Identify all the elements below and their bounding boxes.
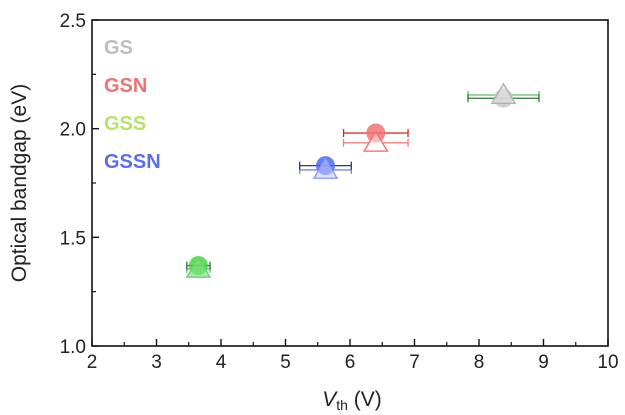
circle-marker	[188, 256, 208, 276]
x-tick-label: 8	[474, 352, 485, 373]
x-tick-label: 7	[409, 352, 420, 373]
plot-frame	[91, 19, 609, 347]
legend-entry-gsn: GSN	[104, 75, 147, 97]
circle-marker	[366, 123, 386, 143]
x-tick-label: 6	[345, 352, 356, 373]
legend-entry-gs: GS	[104, 37, 133, 59]
series-gss	[185, 256, 212, 278]
triangle-marker-overlay	[363, 130, 389, 152]
y-tick-label: 2.5	[60, 11, 86, 32]
data-marks	[185, 82, 540, 278]
y-tick-label: 1.0	[60, 337, 86, 358]
x-axis-title-sub: th	[336, 397, 348, 413]
y-tick-label: 2.0	[60, 120, 86, 141]
legend-entry-gssn: GSSN	[104, 151, 161, 173]
series-gs	[467, 82, 540, 108]
y-tick-label: 1.5	[60, 228, 86, 249]
x-axis-title: Vth (V)	[322, 388, 382, 413]
x-tick-label: 10	[597, 352, 618, 373]
series-gsn	[342, 123, 409, 152]
triangle-marker-overlay	[185, 256, 212, 278]
axes: 2 3 4 5 6 7 8 9 10 1.0 1.5 2.0 2.5	[60, 11, 619, 373]
x-axis-title-unit: (V)	[348, 388, 382, 411]
x-tick-label: 5	[280, 352, 291, 373]
series-gssn	[299, 156, 352, 179]
x-tick-label: 2	[87, 352, 98, 373]
legend-entry-gss: GSS	[104, 113, 146, 135]
circle-marker	[315, 156, 335, 176]
x-axis-title-main: V	[322, 388, 338, 411]
x-tick-label: 3	[151, 352, 162, 373]
legend: GS GSN GSS GSSN	[104, 37, 161, 173]
triangle-marker-overlay	[490, 82, 517, 104]
triangle-marker-overlay	[312, 157, 339, 179]
x-tick-label: 9	[538, 352, 549, 373]
y-axis-title: Optical bandgap (eV)	[8, 84, 31, 282]
x-tick-label: 4	[216, 352, 227, 373]
